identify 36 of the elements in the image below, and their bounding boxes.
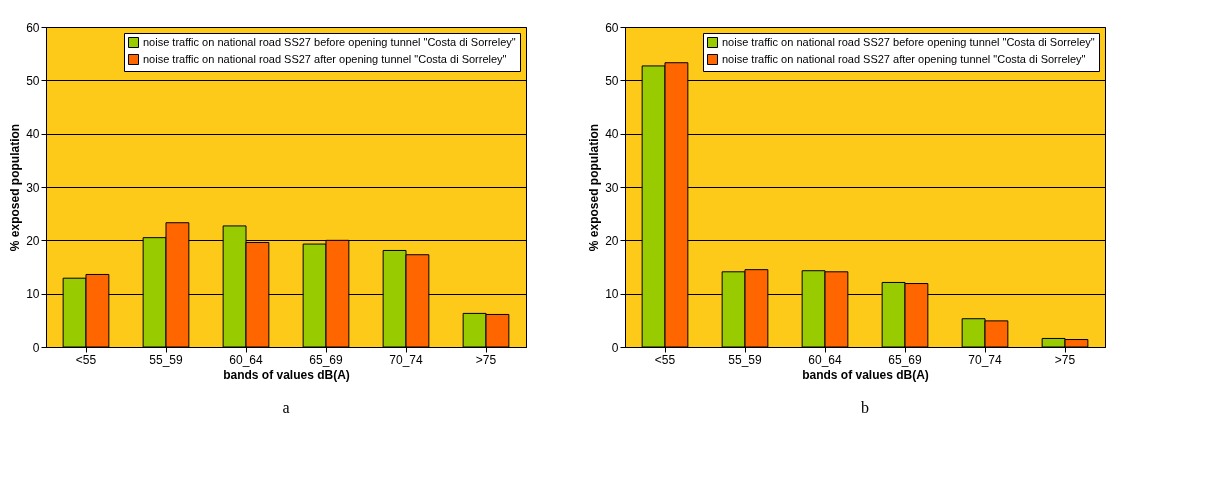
y-axis-title: % exposed population xyxy=(587,123,602,252)
legend-label: noise traffic on national road SS27 before opening tunnel "Costa di Sorreley" xyxy=(722,35,1095,48)
x-tick-label: <55 xyxy=(75,352,97,367)
y-tick-label: 30 xyxy=(605,180,619,195)
x-tick-label: >75 xyxy=(475,352,497,367)
y-tick-label: 60 xyxy=(26,20,40,35)
y-tick-label: 10 xyxy=(605,287,619,302)
x-tick-label: 65_69 xyxy=(309,352,344,367)
x-tick-label: 55_59 xyxy=(728,352,763,367)
x-tick-label: 65_69 xyxy=(888,352,923,367)
x-tick-label: 55_59 xyxy=(149,352,184,367)
y-tick-label: 0 xyxy=(611,340,619,355)
x-tick-label: 60_64 xyxy=(229,352,264,367)
x-tick-label: 70_74 xyxy=(389,352,424,367)
legend-label: noise traffic on national road SS27 after opening tunnel "Costa di Sorreley" xyxy=(143,52,507,65)
x-tick-label: <55 xyxy=(654,352,676,367)
y-tick-label: 60 xyxy=(605,20,619,35)
x-tick-label: 70_74 xyxy=(968,352,1003,367)
x-tick-label: 60_64 xyxy=(808,352,843,367)
y-tick-label: 40 xyxy=(605,127,619,142)
x-axis-title: bands of values dB(A) xyxy=(802,367,929,382)
y-tick-label: 50 xyxy=(26,73,40,88)
y-tick-label: 30 xyxy=(26,180,40,195)
y-tick-label: 40 xyxy=(26,127,40,142)
y-tick-label: 20 xyxy=(605,233,619,248)
y-axis-title: % exposed population xyxy=(8,123,23,252)
y-tick-label: 0 xyxy=(32,340,40,355)
y-tick-label: 10 xyxy=(26,287,40,302)
legend-label: noise traffic on national road SS27 before opening tunnel "Costa di Sorreley" xyxy=(143,35,516,48)
text: b xyxy=(861,399,869,416)
x-tick-label: >75 xyxy=(1054,352,1076,367)
legend-label: noise traffic on national road SS27 after opening tunnel "Costa di Sorreley" xyxy=(722,52,1086,65)
y-tick-label: 20 xyxy=(26,233,40,248)
x-axis-title: bands of values dB(A) xyxy=(223,367,350,382)
y-tick-label: 50 xyxy=(605,73,619,88)
text: a xyxy=(282,399,290,416)
